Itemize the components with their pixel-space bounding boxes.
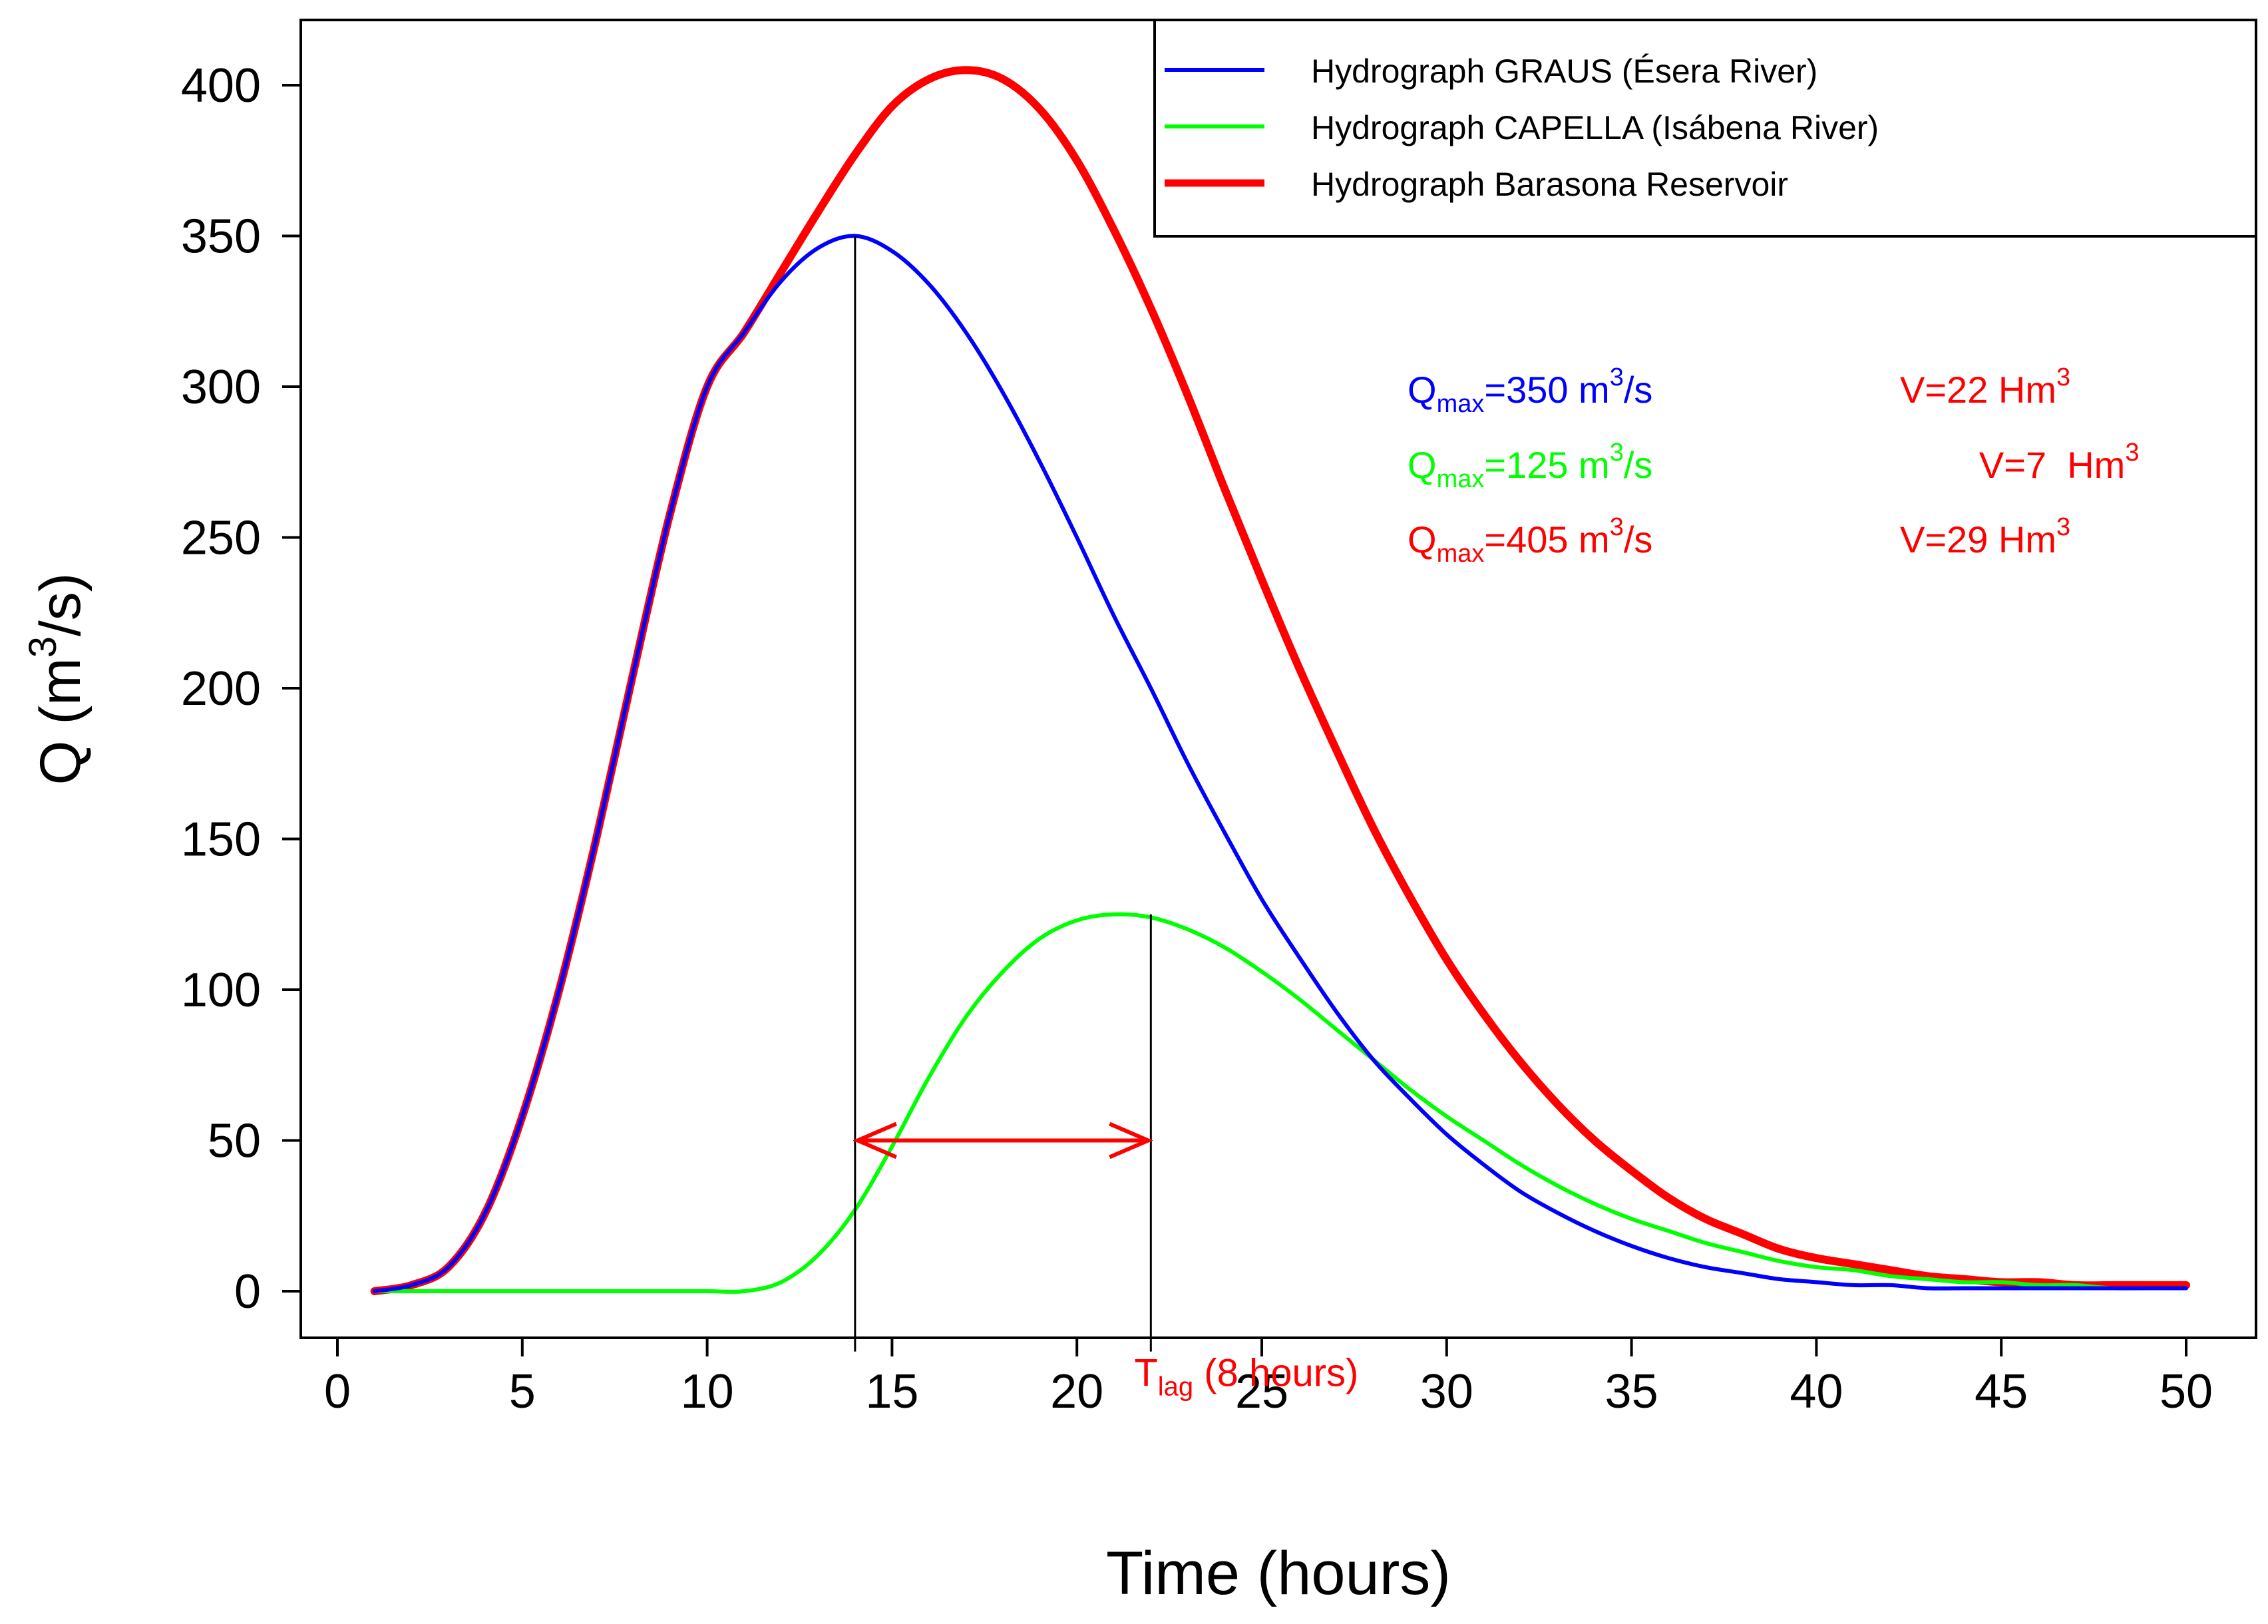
x-tick-label-40: 40 xyxy=(1790,1365,1843,1418)
y-tick-label-350: 350 xyxy=(181,210,261,264)
tlag-arrow-right-head xyxy=(1109,1121,1153,1159)
series-line-capella xyxy=(372,912,2188,1295)
x-tick-label-20: 20 xyxy=(1050,1365,1103,1418)
x-axis-ticks: 0 5 10 15 20 25 30 35 40 45 50 xyxy=(324,1338,2213,1418)
x-axis-title: Time (hours) xyxy=(1106,1539,1451,1607)
x-tick-label-15: 15 xyxy=(865,1365,918,1418)
y-tick-label-100: 100 xyxy=(181,964,261,1017)
y-tick-label-150: 150 xyxy=(181,813,261,867)
summary-capella-v: V=7 Hm3 xyxy=(1907,427,2191,486)
y-tick-label-200: 200 xyxy=(181,662,261,715)
x-tick-label-10: 10 xyxy=(681,1365,734,1418)
summary-annotations: Qmax=350 m3/s V=22 Hm3 Qmax=125 m3/s V=7… xyxy=(1408,363,2191,568)
tlag-annotation: Tlag (8 hours) xyxy=(852,236,1358,1402)
legend-label-graus: Hydrograph GRAUS (Ésera River) xyxy=(1311,53,1817,90)
tlag-subscript: lag xyxy=(1158,1372,1193,1402)
x-tick-label-5: 5 xyxy=(509,1365,536,1418)
y-tick-label-250: 250 xyxy=(181,512,261,565)
summary-graus-q: Qmax=350 m3/s xyxy=(1408,363,1652,418)
legend: Hydrograph GRAUS (Ésera River) Hydrograp… xyxy=(1153,19,2257,238)
x-tick-label-35: 35 xyxy=(1605,1365,1658,1418)
x-tick-label-25: 25 xyxy=(1235,1365,1288,1418)
tlag-prefix: T xyxy=(1134,1352,1157,1395)
y-tick-label-400: 400 xyxy=(181,59,261,112)
tlag-label: Tlag (8 hours) xyxy=(1134,1352,1358,1402)
y-tick-label-50: 50 xyxy=(208,1115,261,1168)
y-axis-title: Q (m3/s) xyxy=(21,573,93,785)
summary-graus-v: V=22 Hm3 xyxy=(1900,363,2070,411)
y-axis-ticks: 0 50 100 150 200 250 300 350 400 xyxy=(181,59,301,1319)
legend-label-barasona: Hydrograph Barasona Reservoir xyxy=(1311,166,1788,203)
x-tick-label-0: 0 xyxy=(324,1365,351,1418)
summary-capella-q: Qmax=125 m3/s xyxy=(1408,439,1652,493)
series-layer xyxy=(370,66,2190,1295)
y-tick-label-300: 300 xyxy=(181,361,261,414)
y-tick-label-0: 0 xyxy=(234,1265,261,1319)
tlag-arrow-left-head xyxy=(852,1121,898,1159)
summary-barasona-q: Qmax=405 m3/s xyxy=(1408,513,1652,568)
summary-barasona-v: V=29 Hm3 xyxy=(1900,513,2070,560)
legend-box xyxy=(1153,19,2257,238)
x-tick-label-50: 50 xyxy=(2160,1365,2213,1418)
x-tick-label-45: 45 xyxy=(1975,1365,2028,1418)
series-line-graus xyxy=(372,234,2188,1293)
legend-label-capella: Hydrograph CAPELLA (Isábena River) xyxy=(1311,109,1879,146)
x-tick-label-30: 30 xyxy=(1420,1365,1473,1418)
tlag-suffix: (8 hours) xyxy=(1193,1352,1358,1395)
